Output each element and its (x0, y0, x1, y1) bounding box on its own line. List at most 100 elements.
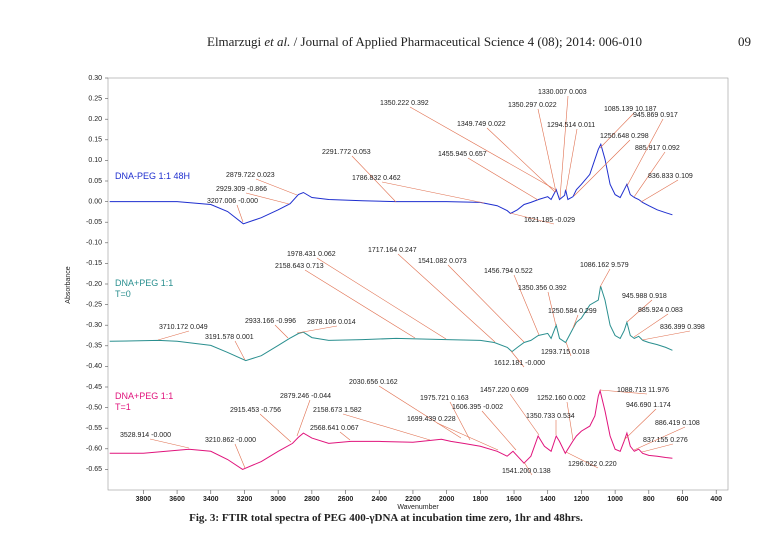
x-tick-label: 800 (643, 496, 655, 503)
peak-label: 836.399 0.398 (660, 324, 705, 331)
leader-line (255, 178, 298, 196)
peak-label: 1350.733 0.534 (526, 413, 575, 420)
peak-label: 2929.309 -0.866 (216, 186, 267, 193)
leader-line (449, 401, 471, 441)
journal-line: Elmarzugi et al. / Journal of Applied Ph… (207, 34, 642, 50)
leader-line (626, 118, 664, 187)
peak-label: 1456.794 0.522 (484, 268, 533, 275)
x-tick-label: 1000 (607, 496, 623, 503)
peak-label: 1455.945 0.657 (438, 151, 487, 158)
peak-label: 1612.181 -0.000 (494, 360, 545, 367)
peak-label: 1699.439 0.228 (407, 416, 456, 423)
leader-line (234, 340, 246, 361)
peak-label: 3210.862 -0.000 (205, 437, 256, 444)
leader-line (234, 443, 246, 469)
x-tick-label: 400 (710, 496, 722, 503)
leader-line (547, 291, 557, 327)
x-tick-label: 2800 (304, 496, 320, 503)
peak-label: 1294.514 0.011 (547, 122, 595, 129)
journal: / Journal of Applied Pharmaceutical Scie… (293, 34, 643, 49)
peak-label: 1085.139 10.187 (604, 106, 657, 113)
leader-line (436, 422, 499, 451)
peak-label: 2030.656 0.162 (349, 379, 398, 386)
peak-label: 1330.007 0.003 (538, 89, 587, 96)
peak-label: 945.869 0.917 (633, 112, 678, 119)
leader-line (157, 330, 190, 341)
y-tick-label: 0.20 (88, 116, 102, 123)
y-tick-label: -0.55 (86, 425, 102, 432)
peak-label: 3207.006 -0.000 (207, 198, 258, 205)
x-tick-label: 2400 (371, 496, 387, 503)
leader-line (559, 95, 569, 199)
figure-caption: Fig. 3: FTIR total spectra of PEG 400-γD… (189, 512, 583, 524)
leader-line (149, 438, 190, 449)
leader-line (509, 212, 555, 225)
y-tick-label: -0.40 (86, 363, 102, 370)
peak-label: 885.917 0.092 (635, 145, 680, 152)
leader-line (513, 274, 540, 336)
leader-line (296, 325, 338, 334)
leader-line (633, 313, 669, 338)
series-label: DNA-PEG 1:1 48H (115, 171, 191, 181)
peak-label: 2568.641 0.067 (310, 425, 359, 432)
peak-label: 1293.715 0.018 (541, 349, 590, 356)
leader-line (304, 269, 416, 339)
leader-line (486, 127, 556, 193)
leader-line (467, 157, 539, 201)
x-axis-label: Wavenumber (397, 504, 439, 511)
peak-label: 2879.246 -0.044 (280, 393, 331, 400)
leader-line (572, 314, 579, 329)
leader-line (573, 139, 631, 197)
peak-label: 2158.643 0.713 (275, 263, 324, 270)
x-tick-label: 3800 (136, 496, 152, 503)
peak-label: 1457.220 0.609 (480, 387, 529, 394)
y-tick-label: -0.25 (86, 301, 102, 308)
leader-line (397, 253, 496, 343)
peak-label: 1086.162 9.579 (580, 262, 629, 269)
peak-label: 1975.721 0.163 (420, 395, 469, 402)
leader-line (633, 151, 666, 198)
x-tick-label: 1600 (506, 496, 522, 503)
y-tick-label: -0.15 (86, 260, 102, 267)
peak-label: 1541.082 0.073 (418, 258, 467, 265)
leader-line (599, 268, 611, 288)
leader-line (236, 204, 244, 223)
peak-label: 885.924 0.083 (638, 307, 683, 314)
leader-line (633, 426, 686, 451)
peak-label: 2933.166 -0.996 (245, 318, 296, 325)
peak-label: 945.988 0.918 (622, 293, 667, 300)
leader-line (296, 399, 311, 437)
peak-label: 1350.297 0.022 (508, 102, 557, 109)
leader-line (447, 264, 525, 343)
peak-label: 3528.914 -0.000 (120, 432, 171, 439)
x-tick-label: 600 (677, 496, 689, 503)
y-tick-label: 0.15 (88, 137, 102, 144)
leader-line (274, 324, 289, 339)
peak-label: 2878.106 0.014 (307, 319, 356, 326)
leader-line (626, 299, 653, 323)
leader-line (599, 389, 648, 395)
leader-line (381, 181, 485, 204)
leader-line (510, 350, 525, 368)
y-tick-label: -0.10 (86, 240, 102, 247)
leader-line (339, 431, 351, 441)
y-tick-label: -0.20 (86, 281, 102, 288)
y-tick-label: -0.05 (86, 219, 102, 226)
y-tick-label: -0.60 (86, 446, 102, 453)
leader-line (351, 155, 397, 203)
y-tick-label: -0.65 (86, 466, 102, 473)
x-tick-label: 1400 (540, 496, 556, 503)
y-tick-label: 0.25 (88, 95, 102, 102)
leader-line (599, 112, 635, 149)
peak-label: 2158.673 1.582 (313, 407, 362, 414)
peak-label: 2915.453 -0.756 (230, 407, 281, 414)
peak-label: 2291.772 0.053 (322, 149, 371, 156)
leader-line (641, 443, 674, 453)
y-tick-label: 0.05 (88, 178, 102, 185)
y-tick-label: -0.45 (86, 384, 102, 391)
x-tick-label: 2200 (405, 496, 421, 503)
spectrum-line (109, 142, 673, 225)
peak-label: 1717.164 0.247 (368, 247, 417, 254)
